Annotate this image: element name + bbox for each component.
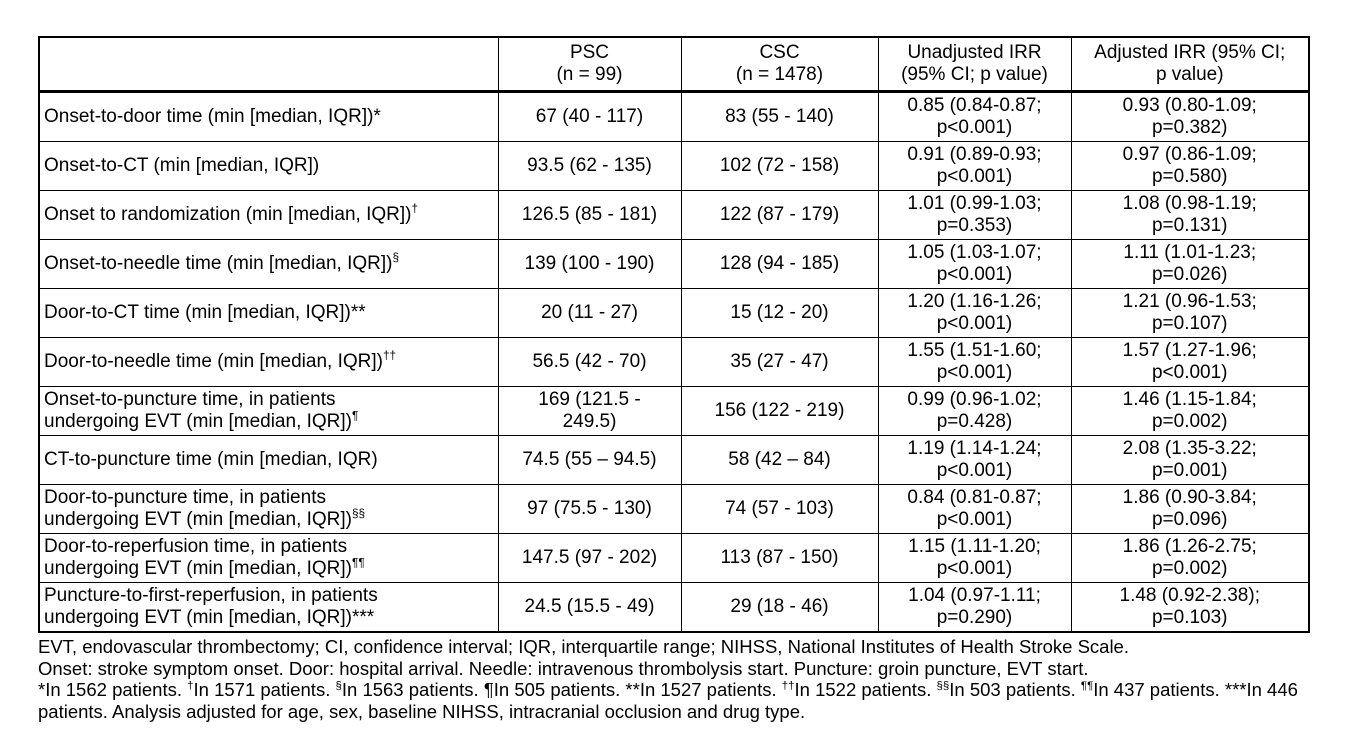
table-row: Door-to-CT time (min [median, IQR])** 20… — [38, 288, 1310, 338]
row-label: Onset-to-CT (min [median, IQR]) — [38, 141, 499, 191]
footnote-abbreviations: EVT, endovascular thrombectomy; CI, conf… — [38, 636, 1129, 657]
row-label: Door-to-CT time (min [median, IQR])** — [38, 288, 499, 338]
footnote-text: **In 1527 patients. — [625, 679, 782, 700]
unadjusted-irr-value: 1.55 (1.51-1.60; p<0.001) — [877, 337, 1072, 387]
header-psc: PSC (n = 99) — [497, 36, 682, 93]
row-label: Door-to-puncture time, in patients under… — [38, 484, 499, 534]
header-adjusted-irr: Adjusted IRR (95% CI; p value) — [1070, 36, 1310, 93]
footnote-text: ¶In 505 patients. — [483, 679, 626, 700]
csc-value: 156 (122 - 219) — [680, 386, 879, 436]
unadjusted-irr-value: 1.04 (0.97-1.11; p=0.290) — [877, 582, 1072, 633]
table-row: Onset-to-puncture time, in patients unde… — [38, 386, 1310, 436]
psc-value: 20 (11 - 27) — [497, 288, 682, 338]
psc-value: 24.5 (15.5 - 49) — [497, 582, 682, 633]
footnote-marker: † — [411, 202, 419, 216]
footnote-text: *In 1562 patients. — [38, 679, 188, 700]
row-label: CT-to-puncture time (min [median, IQR) — [38, 435, 499, 485]
psc-value: 139 (100 - 190) — [497, 239, 682, 289]
table-row: Puncture-to-first-reperfusion, in patien… — [38, 582, 1310, 633]
csc-value: 122 (87 - 179) — [680, 190, 879, 240]
footnote-marker: § — [335, 679, 342, 692]
footnote-text: In 503 patients. — [949, 679, 1081, 700]
adjusted-irr-value: 1.86 (1.26-2.75; p=0.002) — [1070, 533, 1310, 583]
csc-value: 128 (94 - 185) — [680, 239, 879, 289]
footnote-marker: ¶¶ — [1080, 679, 1094, 692]
csc-value: 102 (72 - 158) — [680, 141, 879, 191]
unadjusted-irr-value: 0.85 (0.84-0.87; p<0.001) — [877, 91, 1072, 142]
psc-value: 97 (75.5 - 130) — [497, 484, 682, 534]
table-row: Onset-to-door time (min [median, IQR])* … — [38, 91, 1310, 142]
header-unadjusted-irr: Unadjusted IRR (95% CI; p value) — [877, 36, 1072, 93]
table-row: CT-to-puncture time (min [median, IQR) 7… — [38, 435, 1310, 485]
unadjusted-irr-value: 1.19 (1.14-1.24; p<0.001) — [877, 435, 1072, 485]
unadjusted-irr-value: 0.91 (0.89-0.93; p<0.001) — [877, 141, 1072, 191]
unadjusted-irr-value: 1.15 (1.11-1.20; p<0.001) — [877, 533, 1072, 583]
footnote-symbols: *In 1562 patients. †In 1571 patients. §I… — [38, 679, 1334, 722]
adjusted-irr-value: 1.86 (0.90-3.84; p=0.096) — [1070, 484, 1310, 534]
header-csc: CSC (n = 1478) — [680, 36, 879, 93]
timing-metrics-table: PSC (n = 99) CSC (n = 1478) Unadjusted I… — [38, 36, 1310, 633]
psc-value: 126.5 (85 - 181) — [497, 190, 682, 240]
psc-value: 169 (121.5 - 249.5) — [497, 386, 682, 436]
footnote-marker: † — [187, 679, 194, 692]
footnote-text: In 1563 patients. — [341, 679, 484, 700]
psc-value: 93.5 (62 - 135) — [497, 141, 682, 191]
row-label: Puncture-to-first-reperfusion, in patien… — [38, 582, 499, 633]
row-label: Onset-to-door time (min [median, IQR])* — [38, 91, 499, 142]
adjusted-irr-value: 1.57 (1.27-1.96; p<0.001) — [1070, 337, 1310, 387]
psc-value: 56.5 (42 - 70) — [497, 337, 682, 387]
row-label: Onset-to-needle time (min [median, IQR])… — [38, 239, 499, 289]
psc-value: 67 (40 - 117) — [497, 91, 682, 142]
unadjusted-irr-value: 0.99 (0.96-1.02; p=0.428) — [877, 386, 1072, 436]
adjusted-irr-value: 2.08 (1.35-3.22; p=0.001) — [1070, 435, 1310, 485]
unadjusted-irr-value: 1.01 (0.99-1.03; p=0.353) — [877, 190, 1072, 240]
footnote-text: In 1522 patients. — [794, 679, 937, 700]
table-row: Door-to-reperfusion time, in patients un… — [38, 533, 1310, 583]
adjusted-irr-value: 1.11 (1.01-1.23; p=0.026) — [1070, 239, 1310, 289]
table-footnotes: EVT, endovascular thrombectomy; CI, conf… — [38, 636, 1334, 722]
adjusted-irr-value: 1.46 (1.15-1.84; p=0.002) — [1070, 386, 1310, 436]
unadjusted-irr-value: 0.84 (0.81-0.87; p<0.001) — [877, 484, 1072, 534]
csc-value: 58 (42 – 84) — [680, 435, 879, 485]
footnote-marker: †† — [781, 679, 795, 692]
adjusted-irr-value: 1.48 (0.92-2.38); p=0.103) — [1070, 582, 1310, 633]
table-row: Onset-to-CT (min [median, IQR]) 93.5 (62… — [38, 141, 1310, 191]
footnote-text: In 1571 patients. — [193, 679, 336, 700]
psc-value: 147.5 (97 - 202) — [497, 533, 682, 583]
adjusted-irr-value: 1.08 (0.98-1.19; p=0.131) — [1070, 190, 1310, 240]
table-row: Door-to-puncture time, in patients under… — [38, 484, 1310, 534]
header-metric — [38, 36, 499, 93]
row-label: Onset-to-puncture time, in patients unde… — [38, 386, 499, 436]
row-label: Door-to-reperfusion time, in patients un… — [38, 533, 499, 583]
footnote-marker: ¶¶ — [352, 556, 365, 570]
unadjusted-irr-value: 1.20 (1.16-1.26; p<0.001) — [877, 288, 1072, 338]
adjusted-irr-value: 0.93 (0.80-1.09; p=0.382) — [1070, 91, 1310, 142]
csc-value: 29 (18 - 46) — [680, 582, 879, 633]
csc-value: 113 (87 - 150) — [680, 533, 879, 583]
footnote-text: ***In 446 patients. Analysis adjusted fo… — [38, 679, 1298, 722]
footnote-marker: § — [392, 251, 400, 265]
table-row: Onset to randomization (min [median, IQR… — [38, 190, 1310, 240]
csc-value: 15 (12 - 20) — [680, 288, 879, 338]
header-row: PSC (n = 99) CSC (n = 1478) Unadjusted I… — [38, 36, 1310, 93]
unadjusted-irr-value: 1.05 (1.03-1.07; p<0.001) — [877, 239, 1072, 289]
csc-value: 83 (55 - 140) — [680, 91, 879, 142]
table-row: Door-to-needle time (min [median, IQR])†… — [38, 337, 1310, 387]
footnote-marker: †† — [382, 349, 397, 363]
footnote-definitions: Onset: stroke symptom onset. Door: hospi… — [38, 657, 1089, 679]
row-label: Door-to-needle time (min [median, IQR])†… — [38, 337, 499, 387]
adjusted-irr-value: 0.97 (0.86-1.09; p=0.580) — [1070, 141, 1310, 191]
csc-value: 35 (27 - 47) — [680, 337, 879, 387]
footnote-marker: §§ — [352, 507, 366, 521]
adjusted-irr-value: 1.21 (0.96-1.53; p=0.107) — [1070, 288, 1310, 338]
footnote-text: In 437 patients. — [1093, 679, 1225, 700]
footnote-marker: §§ — [936, 679, 950, 692]
footnote-marker: ¶ — [352, 409, 359, 423]
table-row: Onset-to-needle time (min [median, IQR])… — [38, 239, 1310, 289]
psc-value: 74.5 (55 – 94.5) — [497, 435, 682, 485]
row-label: Onset to randomization (min [median, IQR… — [38, 190, 499, 240]
csc-value: 74 (57 - 103) — [680, 484, 879, 534]
